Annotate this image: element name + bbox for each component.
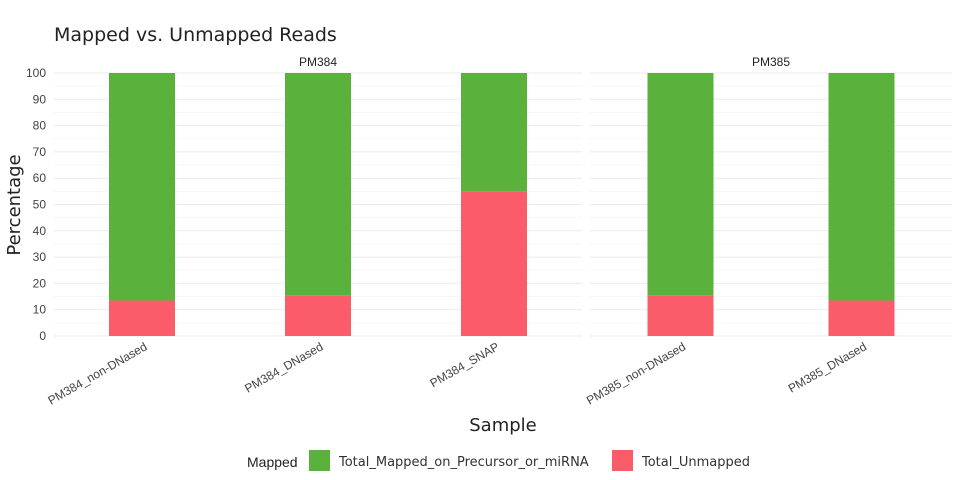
bar-mapped-pm384_snap: [461, 73, 527, 192]
y-tick-label: 100: [26, 66, 46, 80]
y-tick-label: 80: [33, 119, 47, 133]
y-tick-label: 50: [33, 198, 47, 212]
y-tick-label: 20: [33, 276, 47, 290]
facet-strip-label: PM384: [299, 55, 337, 69]
x-tick-label: PM384_DNased: [242, 339, 325, 395]
bar-mapped-pm384_dnased: [285, 73, 351, 296]
bar-mapped-pm385_non-dnased: [647, 73, 714, 296]
y-axis-title: Percentage: [4, 154, 25, 255]
bar-mapped-pm385_dnased: [828, 73, 895, 301]
x-tick-label: PM385_non-DNased: [584, 339, 688, 407]
legend-swatch: [309, 450, 330, 471]
y-tick-label: 10: [33, 303, 47, 317]
facet-panel-pm384: PM384 PM384_non-DNased PM384_DNased PM384_S…: [45, 55, 582, 408]
y-tick-label: 30: [33, 250, 47, 264]
facet-strip-label: PM385: [752, 55, 790, 69]
bar-unmapped-pm384_non-dnased: [109, 300, 175, 336]
legend-label: Total_Unmapped: [641, 455, 750, 470]
plot-area: 0 10 20 30 40 50 60 70 80 90 100 PM384 PM384_non-DNa…: [26, 55, 952, 408]
facet-panel-pm385: PM385 PM385_non-DNased PM385_DNased: [584, 55, 952, 408]
bar-unmapped-pm384_dnased: [285, 295, 351, 336]
y-tick-label: 0: [39, 329, 46, 343]
y-tick-label: 60: [33, 171, 47, 185]
chart-title: Mapped vs. Unmapped Reads: [54, 24, 337, 46]
legend-swatch: [612, 450, 633, 471]
legend-title: Mapped: [247, 454, 298, 470]
legend: Mapped Total_Mapped_on_Precursor_or_miRNA…: [247, 450, 750, 471]
bar-unmapped-pm385_dnased: [828, 300, 895, 336]
x-tick-label: PM384_SNAP: [427, 339, 501, 390]
y-tick-label: 70: [33, 145, 47, 159]
x-axis-title: Sample: [469, 415, 537, 436]
bar-mapped-pm384_non-dnased: [109, 73, 175, 301]
bar-unmapped-pm384_snap: [461, 191, 527, 336]
bar-unmapped-pm385_non-dnased: [647, 295, 714, 336]
x-tick-label: PM385_DNased: [786, 339, 869, 395]
y-tick-label: 40: [33, 224, 47, 238]
legend-label: Total_Mapped_on_Precursor_or_miRNA: [338, 455, 589, 470]
y-tick-label: 90: [33, 92, 47, 106]
x-tick-label: PM384_non-DNased: [45, 339, 149, 407]
